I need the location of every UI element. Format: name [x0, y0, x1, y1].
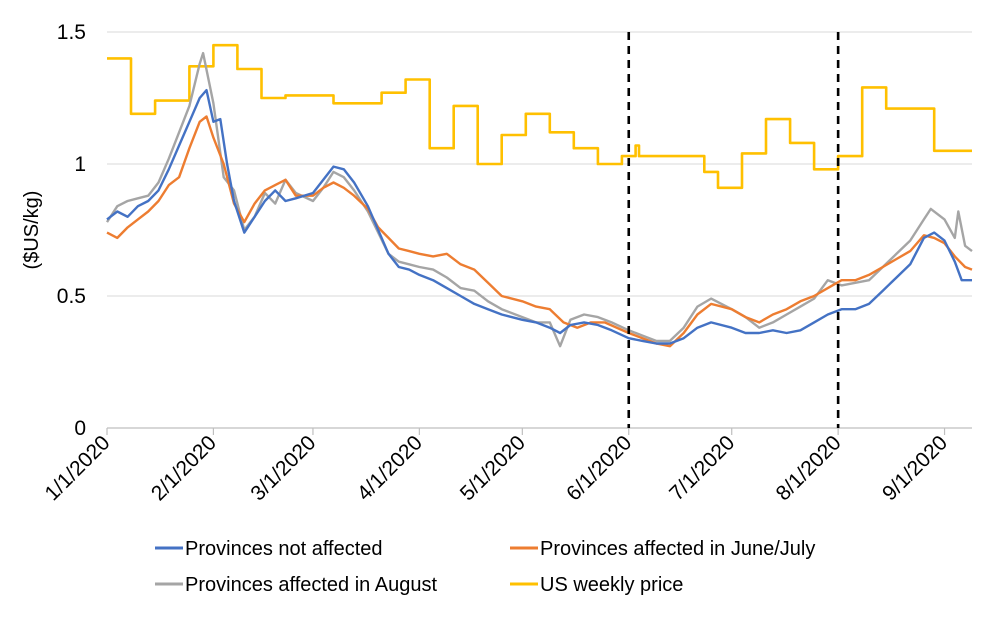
- x-tick-label: 2/1/2020: [147, 431, 221, 505]
- x-tick-label: 7/1/2020: [665, 431, 739, 505]
- legend-label: US weekly price: [540, 574, 683, 596]
- x-tick-label: 5/1/2020: [456, 431, 530, 505]
- y-tick-label: 0: [74, 417, 86, 440]
- series-lines: [105, 43, 973, 348]
- x-tick-label: 9/1/2020: [878, 431, 952, 505]
- y-tick-label: 0.5: [57, 285, 86, 308]
- vertical-markers: [627, 32, 840, 428]
- x-tick-label: 1/1/2020: [40, 431, 114, 505]
- legend: Provinces not affected Provinces affected…: [155, 538, 815, 596]
- y-tick-label: 1: [74, 153, 86, 176]
- x-tick-label: 4/1/2020: [353, 431, 427, 505]
- x-tick-label: 8/1/2020: [772, 431, 846, 505]
- series-line-provinces-affected-in-august: [105, 51, 973, 348]
- legend-label: Provinces not affected: [185, 538, 383, 560]
- series-line-provinces-not-affected: [106, 88, 972, 345]
- gridlines: [107, 31, 972, 429]
- y-axis-label: ($US/kg): [21, 191, 43, 270]
- x-tick-label: 6/1/2020: [562, 431, 636, 505]
- x-axis: 1/1/2020 2/1/2020 3/1/2020 4/1/2020 5/1/2020…: [40, 427, 972, 505]
- series-line-provinces-affected-in-june-july: [106, 115, 973, 348]
- x-tick-label: 3/1/2020: [246, 431, 320, 505]
- y-tick-label: 1.5: [57, 21, 86, 44]
- series-line-us-weekly-price: [107, 43, 972, 190]
- legend-label: Provinces affected in June/July: [540, 538, 815, 560]
- legend-label: Provinces affected in August: [185, 574, 437, 596]
- y-axis-ticks: 0 0.5 1 1.5: [57, 21, 86, 440]
